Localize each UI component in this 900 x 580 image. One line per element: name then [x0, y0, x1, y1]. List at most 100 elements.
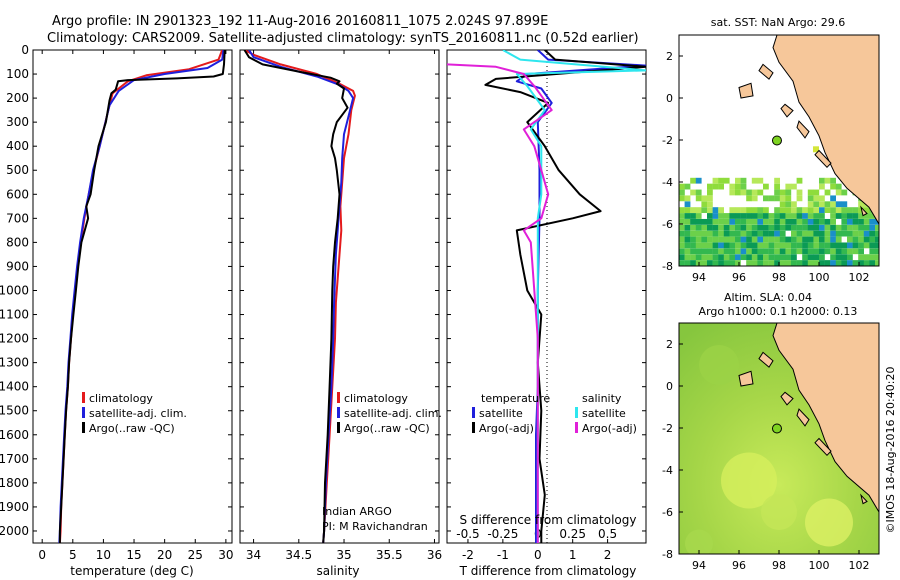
sst-pixel	[796, 260, 803, 266]
sla-blob	[721, 452, 777, 509]
sst-pixel	[768, 254, 775, 261]
sst-pixel	[835, 236, 842, 243]
sst-pixel	[695, 177, 702, 184]
sst-pixel	[830, 260, 836, 266]
sst-pixel	[690, 189, 696, 196]
sst-pixel	[701, 218, 708, 225]
depth-tick-label: 1500	[0, 404, 29, 418]
sla-blob	[699, 345, 739, 385]
x-tick-label: 2	[604, 548, 612, 562]
depth-tick-label: 2000	[0, 524, 29, 538]
map-y-tick-label: 2	[666, 338, 673, 351]
x-tick-label: 5	[69, 548, 77, 562]
sst-pixel	[835, 201, 842, 208]
sst-pixel	[684, 213, 691, 219]
sst-pixel	[858, 213, 864, 219]
sst-pixel	[852, 230, 859, 237]
sst-pixel	[718, 183, 724, 190]
depth-tick-label: 1400	[0, 380, 29, 394]
sst-pixel	[735, 213, 741, 219]
sst-pixel	[684, 183, 691, 190]
sst-pixel	[701, 195, 708, 202]
sst-pixel	[863, 230, 870, 237]
sst-pixel	[751, 254, 758, 261]
s-difference-label: S difference from climatology	[460, 513, 637, 527]
sst-pixel	[684, 230, 691, 237]
sst-pixel	[791, 183, 797, 190]
sst-pixel	[746, 260, 752, 266]
sst-pixel	[684, 195, 691, 202]
sst-pixel	[735, 218, 741, 225]
x-tick-label: 15	[126, 548, 141, 562]
sst-pixel	[863, 224, 870, 231]
sla-map-area	[679, 323, 879, 554]
x-tick-label: 20	[157, 548, 172, 562]
sst-pixel	[824, 230, 831, 237]
legend-title-salinity: salinity	[582, 392, 622, 405]
sla-blob	[685, 529, 713, 554]
island	[758, 351, 774, 368]
sst-pixel	[729, 213, 736, 219]
sst-pixel	[807, 236, 814, 243]
sst-pixel	[729, 242, 736, 249]
sst-pixel	[841, 260, 848, 266]
island	[780, 103, 794, 118]
sst-pixel	[869, 254, 876, 261]
sst-pixel	[841, 201, 848, 208]
sst-pixel	[757, 189, 764, 196]
sst-pixel	[695, 230, 702, 237]
sst-pixel	[847, 213, 853, 219]
sst-pixel	[712, 242, 719, 249]
sst-pixel	[751, 242, 758, 249]
float-position-marker-sla	[771, 423, 782, 434]
sst-pixel	[807, 242, 814, 249]
legend-label: climatology	[344, 392, 408, 405]
sst-pixel	[830, 242, 836, 249]
sst-pixel	[768, 248, 775, 255]
sst-pixel	[723, 260, 730, 266]
sst-pixel	[785, 254, 792, 261]
depth-tick-label: 100	[6, 67, 29, 81]
sst-pixel	[701, 207, 708, 213]
sst-pixel	[819, 213, 825, 219]
sst-pixel	[723, 248, 730, 255]
sst-pixel	[774, 218, 780, 225]
series-line-argo	[243, 50, 349, 543]
sst-pixel	[791, 224, 797, 231]
sst-pixel	[735, 183, 741, 190]
sst-pixel	[830, 230, 836, 237]
map-y-tick-label: 0	[666, 92, 673, 105]
sst-pixel	[807, 248, 814, 255]
series-line-argo	[484, 50, 646, 543]
sst-pixel	[847, 254, 853, 261]
map-x-tick-label: 96	[732, 559, 746, 572]
sst-pixel	[830, 183, 836, 190]
sst-pixel	[813, 260, 820, 266]
sst-pixel	[690, 207, 696, 213]
sst-pixel	[875, 224, 879, 231]
sst-pixel	[757, 260, 764, 266]
sst-pixel	[819, 224, 825, 231]
depth-tick-label: 1700	[0, 452, 29, 466]
depth-axis: 0 100 200 300 400 500 600 700 800 900 1000 1100 1200…	[0, 43, 232, 538]
legend-swatch	[472, 422, 475, 433]
sst-pixel	[695, 195, 702, 202]
sst-pixel	[707, 230, 713, 237]
sst-pixel	[763, 236, 769, 243]
sst-pixel	[684, 248, 691, 255]
sst-pixel	[712, 183, 719, 190]
sst-pixel	[791, 260, 797, 266]
sst-pixel	[707, 248, 713, 255]
sst-pixel	[796, 224, 803, 231]
sst-pixel	[791, 213, 797, 219]
t-difference-label: T difference from climatology	[459, 564, 637, 578]
sst-pixel	[679, 236, 685, 243]
sst-pixel	[779, 254, 786, 261]
sst-pixel	[768, 213, 775, 219]
figure-title-line-2: Climatology: CARS2009. Satellite-adjuste…	[47, 31, 639, 46]
sst-pixel	[847, 236, 853, 243]
sst-pixel	[802, 218, 808, 225]
x-tick-label: 25	[188, 548, 203, 562]
sst-pixel	[740, 242, 747, 249]
sst-pixel	[830, 213, 836, 219]
